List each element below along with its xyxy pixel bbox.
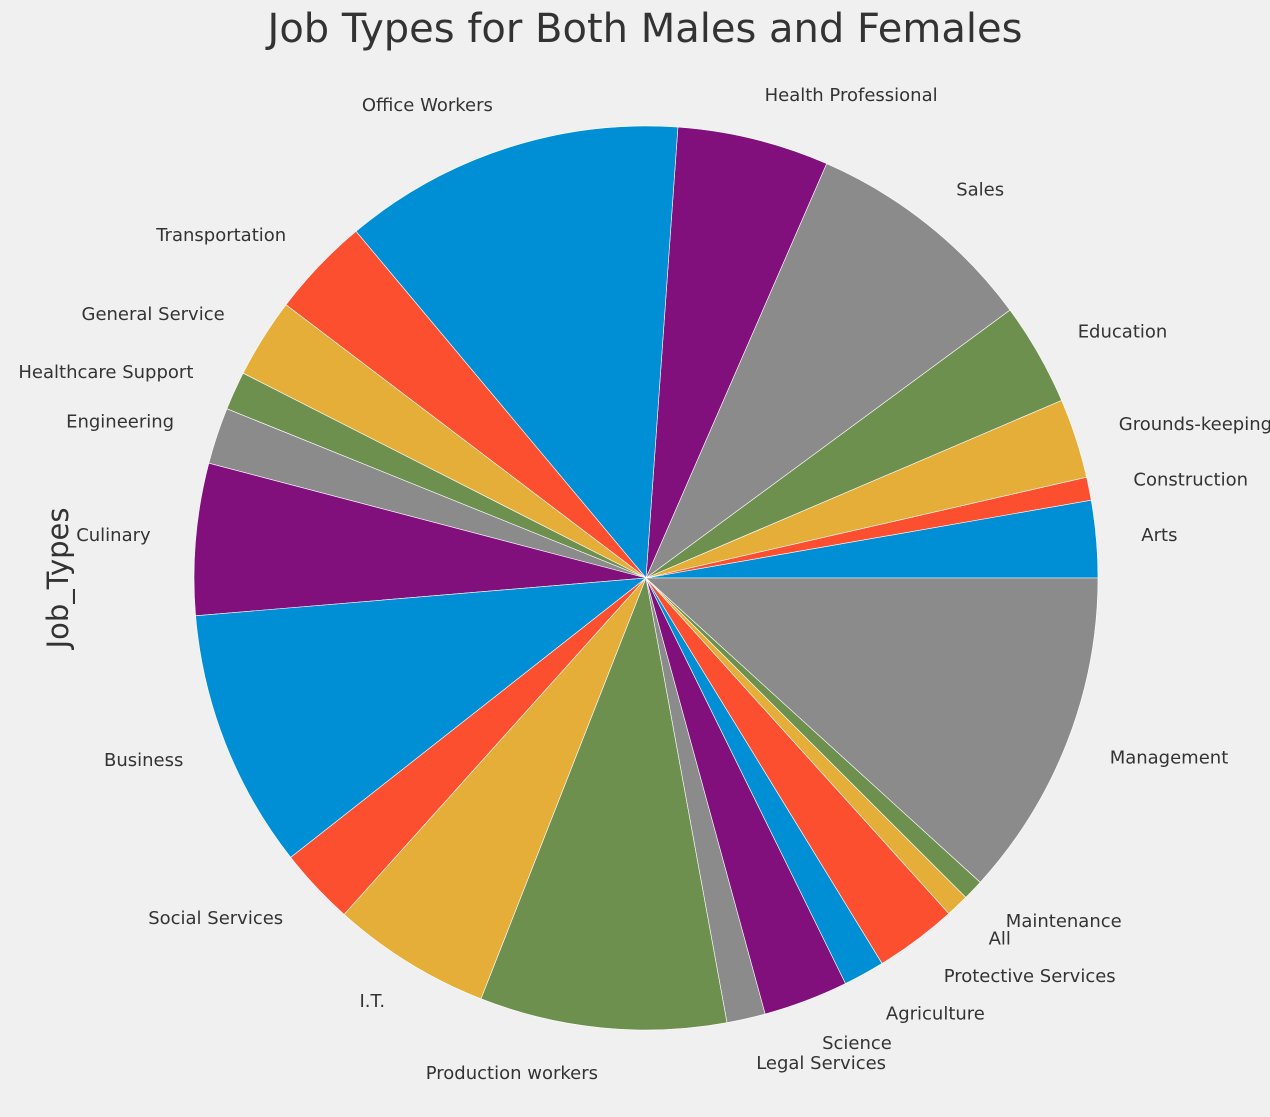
pie-label-agriculture: Agriculture [886, 1004, 985, 1025]
pie-label-healthcare-support: Healthcare Support [18, 362, 193, 383]
pie-label-science: Science [822, 1033, 892, 1054]
pie-label-production-workers: Production workers [426, 1063, 598, 1084]
pie-slice-sales [645, 163, 1011, 579]
pie-slice-management [645, 577, 1099, 883]
pie-label-legal-services: Legal Services [756, 1053, 886, 1074]
y-axis-label: Job_Types [41, 508, 75, 651]
pie-label-maintenance: Maintenance [1006, 911, 1122, 932]
pie-label-construction: Construction [1133, 470, 1248, 491]
pie-label-grounds-keeping: Grounds-keeping [1119, 414, 1270, 435]
pie-label-management: Management [1110, 748, 1229, 769]
pie-slice-business [195, 577, 647, 858]
pie-label-culinary: Culinary [76, 525, 151, 546]
pie-label-social-services: Social Services [148, 908, 283, 929]
pie-label-protective-services: Protective Services [944, 966, 1116, 987]
pie-label-general-service: General Service [82, 304, 225, 325]
pie-label-sales: Sales [956, 179, 1004, 200]
pie-slice-production-workers [480, 576, 728, 1031]
pie-label-all: All [989, 928, 1011, 949]
pie-slice-culinary [193, 462, 647, 617]
pie-slice-office-workers [355, 125, 679, 579]
pie-label-office-workers: Office Workers [362, 95, 493, 116]
pie-labels: Arts Construction Grounds-keeping Education… [18, 85, 1270, 1084]
pie-label-i-t: I.T. [359, 991, 385, 1012]
pie-label-arts: Arts [1141, 525, 1177, 546]
pie-label-health-professional: Health Professional [765, 85, 938, 106]
pie-slice-health-professional [645, 126, 828, 579]
pie-slice-i-t [343, 577, 647, 1000]
chart-title: Job Types for Both Males and Females [265, 6, 1023, 52]
pie-label-transportation: Transportation [155, 225, 286, 246]
pie-slices [193, 125, 1099, 1031]
pie-label-education: Education [1078, 321, 1168, 342]
pie-label-engineering: Engineering [66, 412, 174, 433]
pie-label-business: Business [104, 750, 183, 771]
